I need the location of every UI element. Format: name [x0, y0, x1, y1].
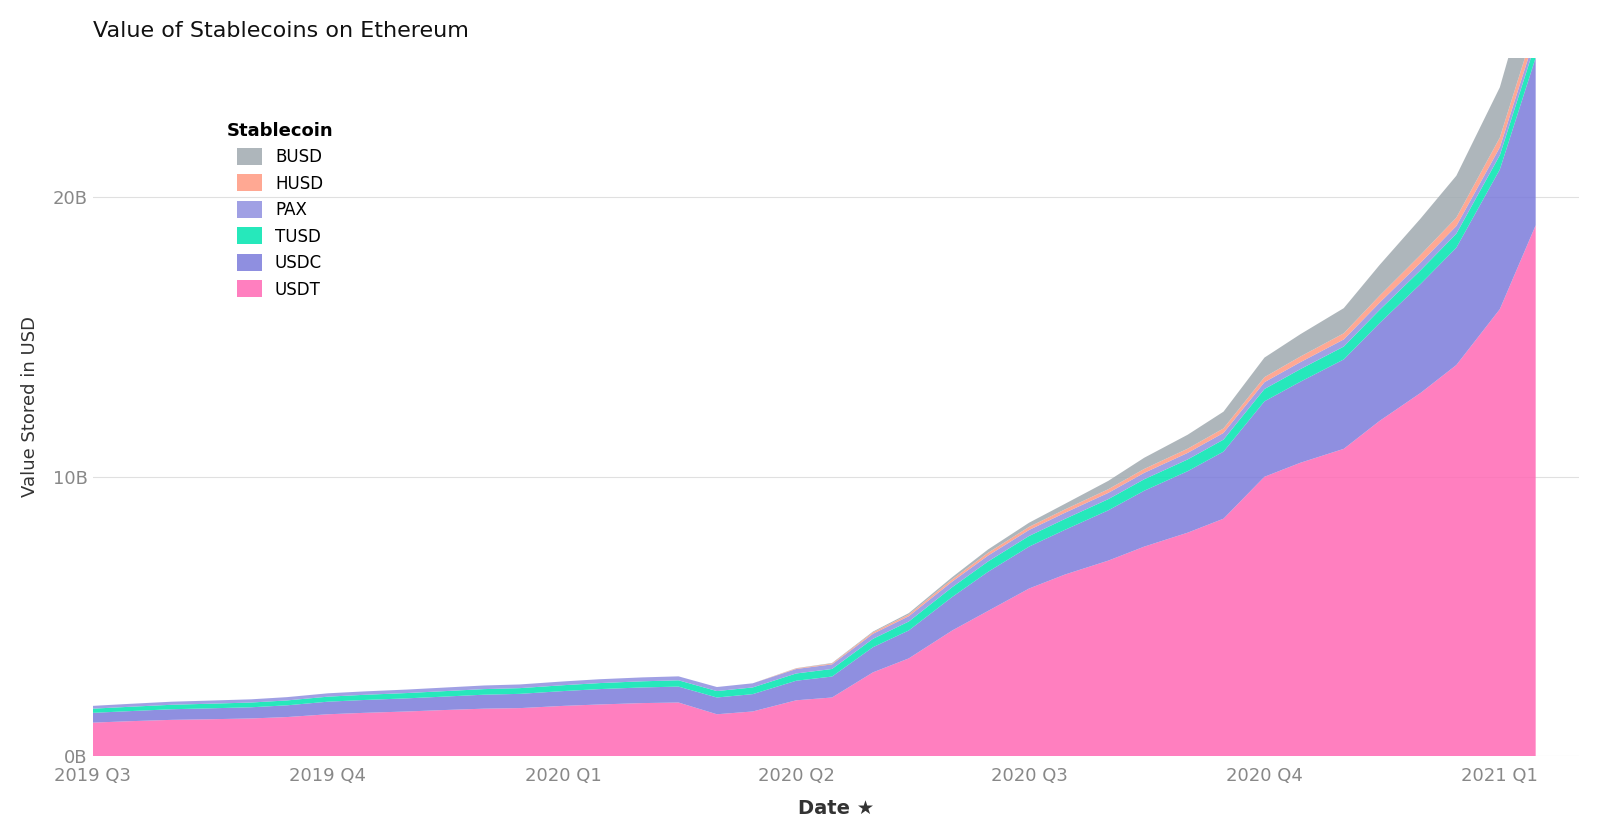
Text: Value of Stablecoins on Ethereum: Value of Stablecoins on Ethereum — [93, 21, 469, 41]
X-axis label: Date ★: Date ★ — [798, 800, 874, 818]
Y-axis label: Value Stored in USD: Value Stored in USD — [21, 316, 38, 498]
Legend: BUSD, HUSD, PAX, TUSD, USDC, USDT: BUSD, HUSD, PAX, TUSD, USDC, USDT — [219, 115, 339, 305]
